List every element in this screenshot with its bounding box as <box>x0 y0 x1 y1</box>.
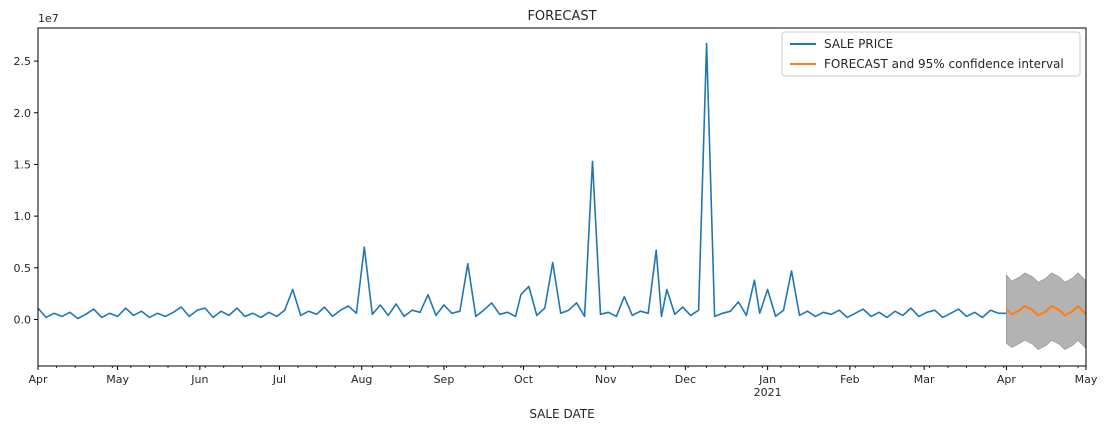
legend-label-sale-price: SALE PRICE <box>824 37 893 51</box>
y-scale-label: 1e7 <box>38 12 59 25</box>
x-tick-label: Mar <box>914 373 935 386</box>
x-tick-label: May <box>106 373 129 386</box>
x-axis-label: SALE DATE <box>529 407 594 421</box>
x-tick-label: Nov <box>595 373 617 386</box>
legend: SALE PRICE FORECAST and 95% confidence i… <box>781 31 1081 77</box>
x-tick-label: Jan <box>758 373 776 386</box>
plot-frame <box>37 27 1087 367</box>
x-tick-year-label: 2021 <box>754 386 782 399</box>
series-layer <box>37 42 1087 320</box>
y-tick-label: 0.0 <box>14 313 32 326</box>
legend-label-forecast: FORECAST and 95% confidence interval <box>824 57 1064 71</box>
y-tick-label: 1.5 <box>14 158 32 171</box>
x-tick-label: Jun <box>190 373 208 386</box>
y-tick-label: 1.0 <box>14 210 32 223</box>
x-tick-label: May <box>1075 373 1098 386</box>
x-tick-label: Feb <box>840 373 859 386</box>
series-line-sale-price <box>37 42 1007 320</box>
x-tick-label: Aug <box>351 373 372 386</box>
legend-box <box>781 31 1081 77</box>
x-tick-label: Sep <box>434 373 455 386</box>
y-axis: 0.0 0.5 1.0 1.5 2.0 2.5 <box>14 55 38 326</box>
y-tick-label: 0.5 <box>14 262 32 275</box>
chart-title: FORECAST <box>527 9 596 24</box>
y-tick-label: 2.0 <box>14 107 32 120</box>
x-tick-label: Apr <box>997 373 1017 386</box>
x-tick-label: Jul <box>272 373 286 386</box>
series-line-forecast <box>1005 305 1087 317</box>
x-tick-label: Oct <box>514 373 534 386</box>
y-tick-label: 2.5 <box>14 55 32 68</box>
x-tick-label: Dec <box>675 373 696 386</box>
x-tick-label: Apr <box>28 373 48 386</box>
